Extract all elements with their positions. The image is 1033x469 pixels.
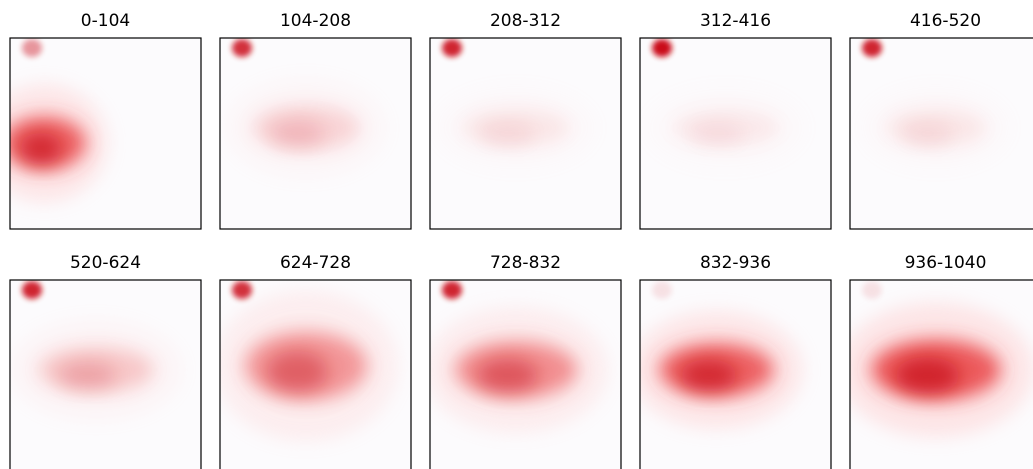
panel-frame: [639, 279, 832, 469]
heat-core: [270, 119, 325, 148]
panel: 312-416: [639, 11, 832, 230]
corner-spot: [232, 281, 252, 299]
heatmap: [10, 38, 201, 229]
heat-core: [19, 132, 62, 165]
panel: 208-312: [429, 11, 622, 230]
panel: 624-728: [219, 253, 412, 469]
panel-title: 104-208: [280, 11, 351, 31]
panel-title: 936-1040: [905, 253, 987, 273]
panel-frame: [639, 37, 832, 230]
panel: 104-208: [219, 11, 412, 230]
corner-spot: [862, 39, 882, 57]
heatmap: [640, 280, 831, 469]
corner-spot: [442, 281, 462, 299]
panel-title: 832-936: [700, 253, 771, 273]
corner-spot: [652, 281, 672, 299]
heatmap: [430, 280, 621, 469]
panel-frame: [429, 279, 622, 469]
panel: 936-1040: [849, 253, 1033, 469]
panel-frame: [219, 279, 412, 469]
panel-title: 312-416: [700, 11, 771, 31]
heat-core: [894, 357, 960, 394]
corner-spot: [22, 281, 42, 299]
heat-core: [266, 351, 328, 393]
heat-core: [690, 122, 745, 145]
heatmap: [640, 38, 831, 229]
heatmap: [430, 38, 621, 229]
heatmap: [850, 38, 1033, 229]
panel-frame: [9, 279, 202, 469]
panel-frame: [849, 279, 1033, 469]
panel-title: 728-832: [490, 253, 561, 273]
heatmap: [220, 280, 411, 469]
panel: 520-624: [9, 253, 202, 469]
panel: 0-104: [9, 11, 202, 230]
corner-spot: [862, 281, 882, 299]
panel: 832-936: [639, 253, 832, 469]
heat-core: [680, 359, 738, 392]
panel-title: 0-104: [81, 11, 130, 31]
heat-core: [902, 122, 953, 145]
panel: 416-520: [849, 11, 1033, 230]
panel-frame: [219, 37, 412, 230]
corner-spot: [232, 39, 252, 57]
heatmap: [220, 38, 411, 229]
heatmap: [850, 280, 1033, 469]
panel-title: 624-728: [280, 253, 351, 273]
heat-core: [476, 358, 538, 393]
heatmap: [10, 280, 201, 469]
panel-frame: [849, 37, 1033, 230]
heat-core: [58, 361, 117, 390]
corner-spot: [442, 39, 462, 57]
panel-frame: [429, 37, 622, 230]
heat-core: [480, 122, 535, 145]
panel-title: 208-312: [490, 11, 561, 31]
corner-spot: [22, 39, 42, 57]
panel-title: 416-520: [910, 11, 981, 31]
panel-frame: [9, 37, 202, 230]
panel: 728-832: [429, 253, 622, 469]
panel-title: 520-624: [70, 253, 141, 273]
corner-spot: [652, 39, 672, 57]
